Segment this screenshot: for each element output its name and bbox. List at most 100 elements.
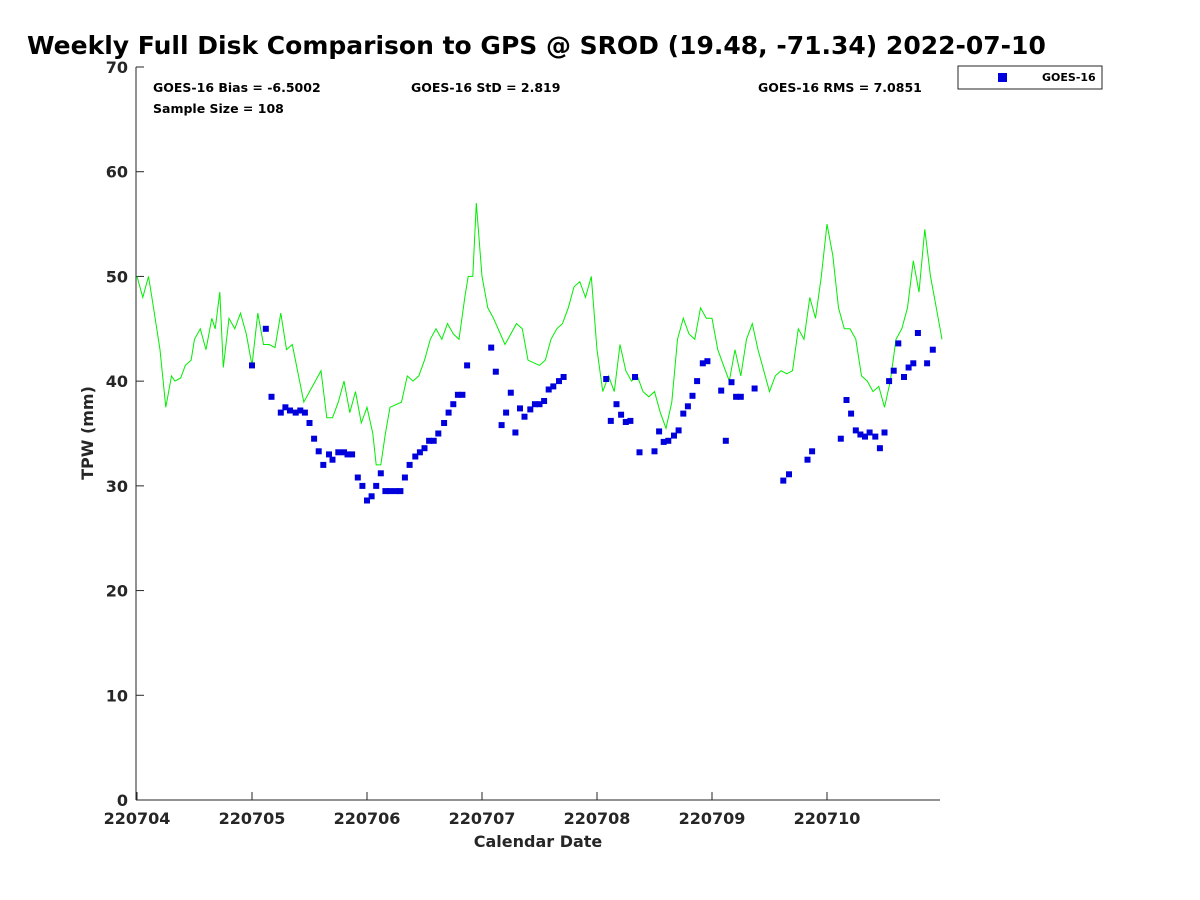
goes16-point <box>277 409 284 416</box>
goes16-point <box>699 360 706 367</box>
goes16-point <box>498 422 505 429</box>
goes16-point <box>492 368 499 375</box>
goes16-point <box>517 405 523 412</box>
goes16-point <box>901 374 907 380</box>
goes16-point <box>560 374 567 380</box>
goes16-point <box>268 393 275 400</box>
goes16-point <box>421 445 428 452</box>
goes16-point <box>622 419 629 425</box>
goes16-point <box>387 488 393 495</box>
std-stat: GOES-16 StD = 2.819 <box>411 80 560 95</box>
goes16-point <box>441 420 448 426</box>
goes16-point <box>848 410 855 417</box>
goes16-point <box>627 417 634 424</box>
goes16-point <box>249 362 255 369</box>
goes16-point <box>450 401 457 408</box>
goes16-point <box>910 360 917 367</box>
goes16-point <box>689 392 696 399</box>
legend: GOES-16 <box>957 65 1103 90</box>
goes16-point <box>262 325 269 332</box>
goes16-point <box>306 420 313 426</box>
bias-stat: GOES-16 Bias = -6.5002 <box>153 80 321 95</box>
goes16-point <box>459 391 466 398</box>
x-tick-label: 220705 <box>219 809 286 828</box>
goes16-point <box>613 401 620 408</box>
y-axis: 0 10 20 30 40 50 60 70 <box>106 58 144 810</box>
x-axis-label: Calendar Date <box>474 832 603 851</box>
goes16-point <box>445 409 452 416</box>
goes16-point <box>718 387 725 394</box>
goes16-point <box>665 437 672 444</box>
x-tick-label: 220706 <box>334 809 401 828</box>
goes16-point <box>464 362 471 369</box>
goes16-point <box>545 386 552 393</box>
goes16-point <box>416 449 423 456</box>
goes16-point <box>862 433 868 440</box>
y-tick-label: 0 <box>117 791 128 810</box>
goes16-point <box>636 449 643 456</box>
goes16-point <box>694 378 701 385</box>
goes16-point <box>890 367 897 374</box>
goes16-point <box>488 344 495 351</box>
goes16-point <box>301 409 308 416</box>
goes16-point <box>326 451 332 458</box>
goes16-point <box>924 360 931 367</box>
goes16-point <box>780 477 787 484</box>
goes16-point <box>297 407 304 414</box>
goes16-point <box>722 437 729 444</box>
legend-box <box>957 65 1103 90</box>
y-tick-label: 10 <box>106 686 128 705</box>
goes16-point <box>287 407 293 414</box>
goes16-point <box>329 456 336 463</box>
goes16-point <box>837 435 844 442</box>
gps-line <box>136 203 943 466</box>
goes16-point <box>382 488 389 495</box>
goes16-point <box>397 488 404 495</box>
goes16-point <box>671 432 677 439</box>
goes16-point <box>521 413 528 420</box>
goes16-point <box>292 409 299 416</box>
goes16-point <box>680 410 687 417</box>
goes16-point <box>349 451 356 458</box>
goes16-point <box>751 385 758 392</box>
x-tick-label: 220710 <box>794 809 861 828</box>
rms-stat: GOES-16 RMS = 7.0851 <box>758 80 922 95</box>
goes16-point <box>618 411 625 418</box>
goes16-point <box>876 445 883 452</box>
goes16-point <box>541 398 548 404</box>
goes16-point <box>852 427 859 434</box>
goes16-point <box>531 401 538 408</box>
goes16-point <box>364 497 370 504</box>
x-tick-label: 220704 <box>104 809 171 828</box>
y-tick-label: 30 <box>106 477 128 496</box>
goes16-point <box>914 330 921 336</box>
goes16-point <box>406 461 413 468</box>
goes16-point <box>527 406 534 413</box>
x-tick-label: 220708 <box>564 809 631 828</box>
goes16-point <box>335 449 342 456</box>
goes16-point <box>728 379 735 386</box>
goes16-point <box>282 404 289 411</box>
x-axis: 220704 220705 220706 220707 220708 220709 2207… <box>104 792 861 828</box>
y-tick-label: 40 <box>106 372 128 391</box>
goes16-point <box>550 383 557 390</box>
y-tick-label: 70 <box>106 58 128 77</box>
goes16-point <box>632 374 638 380</box>
goes16-point <box>435 430 442 437</box>
goes16-point <box>454 391 461 398</box>
goes16-point <box>368 493 375 500</box>
goes16-point <box>373 482 380 489</box>
goes16-point <box>733 393 740 400</box>
goes16-point <box>430 437 437 444</box>
goes16-point <box>843 397 850 403</box>
goes16-point <box>426 437 433 444</box>
goes16-point <box>315 448 322 455</box>
goes16-point <box>872 433 879 440</box>
goes16-point <box>377 470 384 477</box>
goes16-point <box>651 448 658 455</box>
y-axis-label: TPW (mm) <box>78 386 97 480</box>
goes16-point <box>341 449 347 456</box>
goes16-point <box>881 429 888 436</box>
goes16-point <box>660 438 667 445</box>
legend-marker-goes16 <box>998 73 1007 82</box>
